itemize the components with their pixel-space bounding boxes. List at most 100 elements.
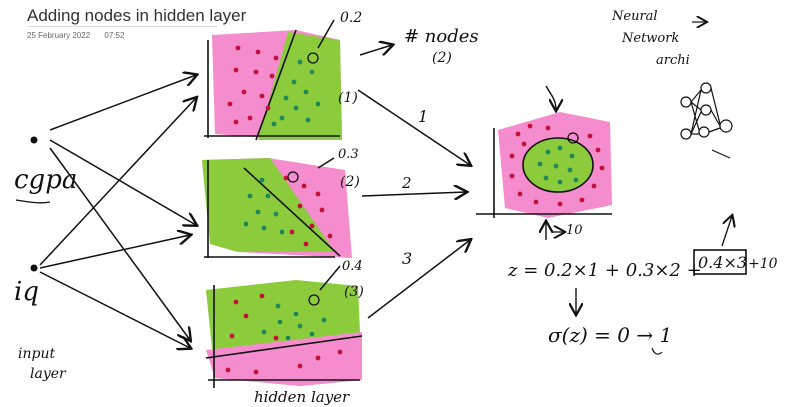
green-data-point [537, 161, 543, 167]
red-data-point [273, 335, 279, 341]
hidden-node-2-plot [202, 158, 352, 258]
red-data-point [315, 191, 321, 197]
green-data-point [557, 145, 563, 151]
green-data-point [303, 89, 309, 95]
z-tail: +10 [748, 256, 778, 272]
green-data-point [279, 229, 285, 235]
node1-index: (1) [338, 90, 358, 106]
output-plot [476, 85, 612, 240]
red-data-point [253, 369, 259, 375]
red-data-point [545, 125, 551, 131]
z-equation: z = 0.2×1 + 0.3×2 + [507, 260, 702, 281]
arrow-1-label: 1 [418, 107, 428, 126]
red-data-point [301, 183, 307, 189]
red-data-point [337, 349, 343, 355]
input-layer-label-1: input [18, 346, 55, 362]
green-data-point [545, 149, 551, 155]
hidden-layer-label: hidden layer [254, 388, 350, 406]
red-data-point [259, 93, 265, 99]
title-divider [27, 26, 217, 27]
input-layer-label-2: layer [30, 366, 67, 382]
iq-node [30, 264, 38, 272]
red-data-point [269, 73, 275, 79]
sigma-equation: σ(z) = 0 → 1 [548, 323, 672, 347]
red-data-point [259, 293, 265, 299]
red-data-point [233, 119, 239, 125]
green-data-point [321, 317, 327, 323]
red-data-point [247, 115, 253, 121]
green-data-point [277, 319, 283, 325]
node2-weight: 0.3 [338, 147, 359, 162]
red-data-point [241, 89, 247, 95]
green-data-point [305, 117, 311, 123]
mini-network-sketch [680, 82, 733, 159]
green-data-point [283, 95, 289, 101]
red-data-point [557, 201, 563, 207]
green-data-point [261, 225, 267, 231]
green-data-point [543, 175, 549, 181]
green-data-point [297, 59, 303, 65]
red-data-point [265, 105, 271, 111]
z-boxed-term: 0.4×3 [698, 253, 747, 272]
red-data-point [327, 233, 333, 239]
green-data-point [275, 303, 281, 309]
cgpa-label: cgpa [14, 165, 77, 195]
green-data-point [271, 121, 277, 127]
red-data-point [283, 175, 289, 181]
green-data-point [291, 79, 297, 85]
note-date: 25 February 2022 [27, 31, 91, 40]
input-hidden-connections [39, 75, 196, 348]
hidden-node-1-plot [204, 29, 342, 141]
green-data-point [293, 311, 299, 317]
arrow-3-label: 3 [402, 249, 412, 268]
red-data-point [297, 203, 303, 209]
red-data-point [255, 49, 261, 55]
red-data-point [233, 67, 239, 73]
red-data-point [315, 355, 321, 361]
green-data-point [293, 105, 299, 111]
green-data-point [553, 163, 559, 169]
green-data-point [265, 193, 271, 199]
red-data-point [289, 229, 295, 235]
nodes-label: # nodes [404, 26, 479, 47]
green-data-point [309, 69, 315, 75]
red-data-point [595, 147, 601, 153]
red-data-point [229, 333, 235, 339]
hidden-node-3-plot [205, 280, 363, 388]
boxed-term [693, 249, 747, 275]
green-data-point [261, 329, 267, 335]
red-data-point [579, 197, 585, 203]
red-data-point [319, 207, 325, 213]
neural-text-3: archi [656, 53, 690, 68]
red-data-point [227, 101, 233, 107]
iq-label: iq [14, 277, 39, 307]
green-data-point [309, 331, 315, 337]
green-data-point [557, 179, 563, 185]
red-data-point [273, 55, 279, 61]
green-data-point [259, 177, 265, 183]
red-data-point [527, 123, 533, 129]
node2-index: (2) [340, 174, 360, 190]
red-data-point [509, 153, 515, 159]
red-data-point [587, 133, 593, 139]
page-title: Adding nodes in hidden layer [27, 6, 247, 25]
red-data-point [235, 45, 241, 51]
green-data-point [315, 101, 321, 107]
arrow-2-label: 2 [401, 174, 412, 192]
green-data-point [567, 167, 573, 173]
red-data-point [591, 183, 597, 189]
green-data-point [573, 177, 579, 183]
red-data-point [253, 69, 259, 75]
green-data-point [279, 115, 285, 121]
red-data-point [303, 241, 309, 247]
red-data-point [225, 367, 231, 373]
green-data-point [569, 153, 575, 159]
green-data-point [243, 221, 249, 227]
green-data-point [285, 335, 291, 341]
red-data-point [515, 131, 521, 137]
cgpa-node [30, 136, 38, 144]
note-meta: 25 February 2022 07:52 [27, 31, 136, 40]
red-data-point [309, 223, 315, 229]
red-data-point [599, 165, 605, 171]
